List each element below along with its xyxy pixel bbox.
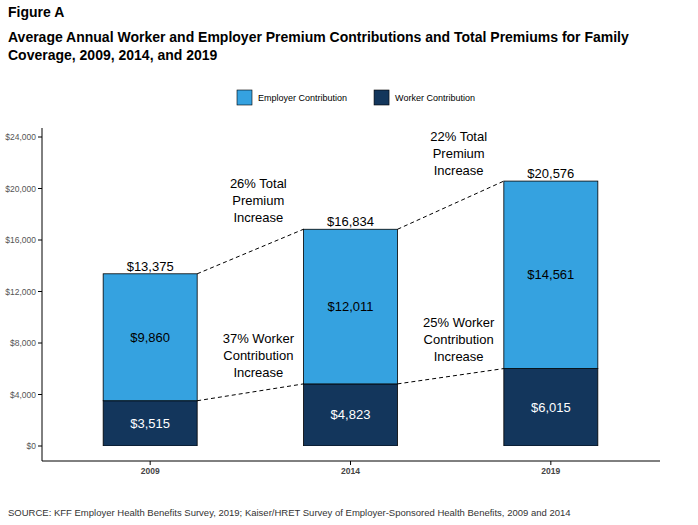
bar-segment: [304, 384, 398, 446]
y-tick-label: $4,000: [10, 390, 36, 400]
legend-swatch: [237, 90, 252, 105]
connector: [197, 384, 303, 401]
annotation: Contribution: [223, 348, 293, 363]
data-label: $14,561: [527, 267, 574, 282]
subtitle: Average Annual Worker and Employer Premi…: [8, 29, 629, 63]
x-tick-label: 2009: [141, 466, 160, 476]
annotation: Increase: [233, 210, 283, 225]
data-label: $9,860: [130, 330, 170, 345]
annotation: Increase: [233, 365, 283, 380]
annotation: 25% Worker: [423, 315, 495, 330]
y-axis: [42, 128, 43, 461]
legend-label: Employer Contribution: [258, 93, 347, 103]
connector: [197, 229, 303, 274]
y-tick-label: $12,000: [5, 287, 36, 297]
annotation: Premium: [433, 146, 485, 161]
annotation: Premium: [232, 193, 284, 208]
x-tick: [550, 461, 551, 465]
connector: [398, 369, 504, 384]
data-label: $12,011: [327, 299, 373, 314]
y-tick-label: $24,000: [5, 132, 36, 142]
annotation: Contribution: [424, 332, 494, 347]
bar-segment: [504, 181, 598, 368]
data-label: $6,015: [531, 400, 571, 415]
annotation: 37% Worker: [223, 331, 295, 346]
labels: $3,515 $4,823 $6,015 $9,860 $12,011 $14,561 $1…: [127, 129, 575, 431]
data-label: $3,515: [130, 416, 170, 431]
y-tick: [38, 188, 42, 189]
y-tick: [38, 137, 42, 138]
total-label: $13,375: [127, 259, 174, 274]
y-tick-label: $8,000: [10, 338, 36, 348]
y-tick-label: $16,000: [5, 235, 36, 245]
y-tick: [38, 240, 42, 241]
y-tick-label: $0: [27, 441, 37, 451]
y-tick: [38, 446, 42, 447]
bar-segment: [103, 274, 197, 401]
legend-swatch: [374, 90, 389, 105]
annotation: 26% Total: [230, 176, 287, 191]
data-label: $4,823: [331, 407, 371, 422]
bar-segment: [504, 369, 598, 446]
y-tick: [38, 343, 42, 344]
chart: Figure A Average Annual Worker and Employ…: [0, 0, 698, 525]
y-tick: [38, 291, 42, 292]
y-tick-label: $20,000: [5, 184, 36, 194]
source: SOURCE: KFF Employer Health Benefits Sur…: [8, 507, 571, 518]
title: Figure A: [8, 4, 64, 20]
x-tick-label: 2019: [541, 466, 560, 476]
annotation: Increase: [434, 349, 484, 364]
bar-segment: [304, 229, 398, 384]
legend: Employer Contribution Worker Contribution: [237, 90, 475, 105]
total-label: $16,834: [327, 214, 374, 229]
annotation: Increase: [434, 163, 484, 178]
annotation: 22% Total: [430, 129, 487, 144]
x-tick: [150, 461, 151, 465]
bar-segment: [103, 401, 197, 446]
connector: [398, 181, 504, 229]
x-tick: [350, 461, 351, 465]
x-tick-label: 2014: [341, 466, 360, 476]
legend-label: Worker Contribution: [395, 93, 475, 103]
y-tick: [38, 394, 42, 395]
bars: [103, 181, 598, 446]
total-label: $20,576: [527, 166, 574, 181]
